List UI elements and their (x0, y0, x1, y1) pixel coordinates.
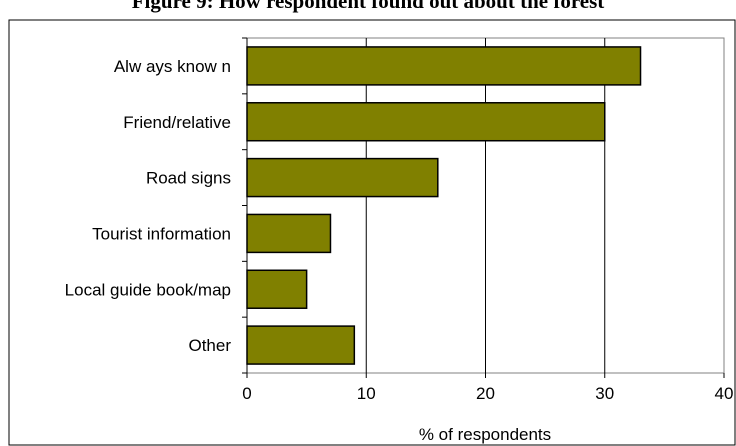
bar (246, 213, 332, 254)
chart-title: Figure 9: How respondent found out about… (132, 0, 605, 13)
bar (246, 325, 356, 365)
category-label: Road signs (146, 169, 231, 188)
category-label: Local guide book/map (65, 280, 231, 299)
category-label: Alw ays know n (114, 57, 231, 76)
x-tick-label: 20 (476, 384, 495, 403)
x-axis-label: % of respondents (419, 425, 551, 444)
bar (246, 269, 308, 309)
x-tick-label: 10 (357, 384, 376, 403)
plot-area: 0 10 20 30 40 Alw ays know n Friend/relative Ro… (65, 37, 734, 403)
x-tick-label: 30 (595, 384, 614, 403)
chart-frame (8, 19, 736, 446)
x-tick-label: 0 (242, 384, 251, 403)
bar (246, 46, 642, 86)
category-label: Friend/relative (123, 113, 231, 132)
bar (246, 102, 606, 142)
category-label: Tourist information (92, 224, 231, 243)
x-tick-label: 40 (715, 384, 734, 403)
category-label: Other (188, 336, 231, 355)
bar (246, 157, 439, 198)
